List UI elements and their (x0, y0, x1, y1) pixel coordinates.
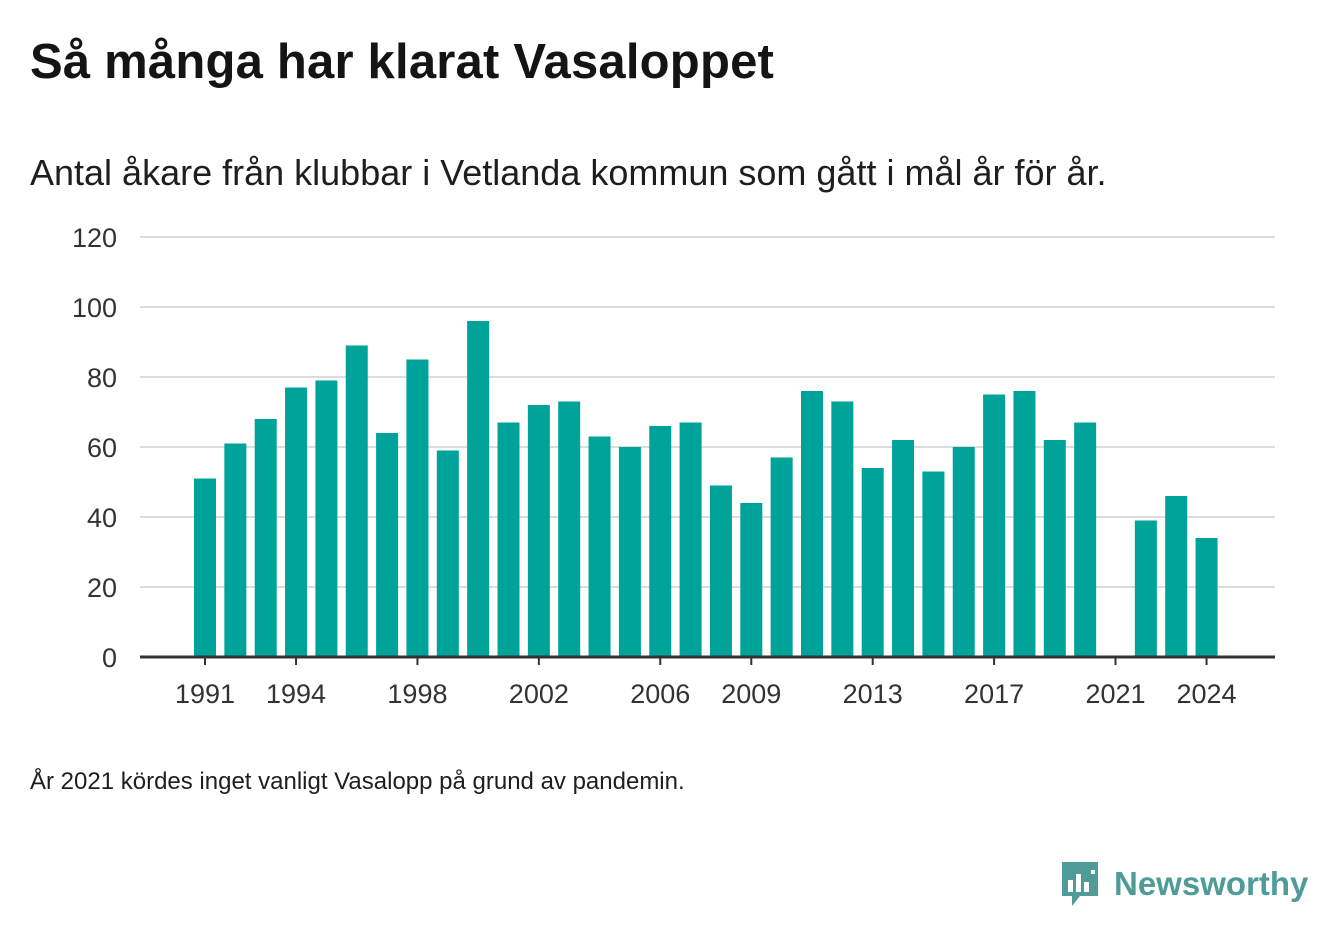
bar-2000 (467, 321, 490, 657)
bar-2019 (1043, 440, 1066, 657)
x-tick-label: 2006 (630, 679, 690, 709)
bar-2020 (1074, 422, 1097, 657)
bar-2009 (740, 503, 763, 657)
bar-chart-speech-bubble-icon (1062, 862, 1098, 906)
x-tick-label: 2024 (1177, 679, 1237, 709)
bar-1993 (254, 419, 277, 657)
bar-2012 (831, 401, 854, 657)
bar-2016 (952, 447, 975, 657)
bar-2001 (497, 422, 520, 657)
y-tick-label: 120 (72, 223, 117, 253)
bar-1991 (194, 478, 216, 657)
x-tick-label: 2002 (509, 679, 569, 709)
bar-2015 (922, 471, 945, 657)
bar-1995 (315, 380, 338, 657)
bar-2008 (709, 485, 732, 657)
bar-2006 (649, 426, 672, 657)
footnote: År 2021 kördes inget vanligt Vasalopp på… (30, 768, 685, 795)
bar-2011 (801, 391, 823, 657)
x-tick-label: 2009 (721, 679, 781, 709)
bar-2017 (983, 394, 1006, 657)
bar-1999 (436, 450, 459, 657)
bar-1998 (406, 359, 429, 657)
bar-2024 (1195, 538, 1218, 657)
bar-2003 (558, 401, 581, 657)
y-tick-label: 0 (102, 643, 117, 673)
bar-2007 (679, 422, 702, 657)
y-tick-label: 80 (87, 363, 117, 393)
bar-1997 (376, 433, 399, 657)
bar-1994 (285, 387, 308, 657)
chart-subtitle: Antal åkare från klubbar i Vetlanda komm… (30, 152, 1107, 193)
y-tick-label: 60 (87, 433, 117, 463)
bar-2018 (1013, 391, 1036, 657)
brand-name: Newsworthy (1114, 865, 1309, 902)
bar-2014 (892, 440, 915, 657)
x-tick-label: 2021 (1085, 679, 1145, 709)
bar-2010 (770, 457, 793, 657)
x-tick-label: 2017 (964, 679, 1024, 709)
y-tick-label: 40 (87, 503, 117, 533)
x-tick-label: 1998 (387, 679, 447, 709)
bar-2023 (1165, 496, 1188, 657)
axes: 0 20 40 60 80 100 120 1991 1994 1998 2002 2006 2009 2… (72, 223, 1275, 709)
x-tick-label: 1994 (266, 679, 326, 709)
bar-1996 (345, 345, 368, 657)
bar-2002 (527, 405, 550, 657)
brand-logo: Newsworthy (1060, 860, 1308, 908)
bar-2022 (1134, 520, 1157, 657)
x-tick-label: 2013 (843, 679, 903, 709)
bar-2004 (588, 436, 611, 657)
gridlines (140, 236, 1275, 588)
y-tick-label: 20 (87, 573, 117, 603)
bar-2013 (861, 468, 884, 657)
chart-title: Så många har klarat Vasaloppet (30, 35, 775, 89)
bars (194, 321, 1218, 657)
y-tick-label: 100 (72, 293, 117, 323)
bar-2005 (618, 447, 641, 657)
bar-1992 (224, 443, 247, 657)
x-tick-label: 1991 (175, 679, 235, 709)
